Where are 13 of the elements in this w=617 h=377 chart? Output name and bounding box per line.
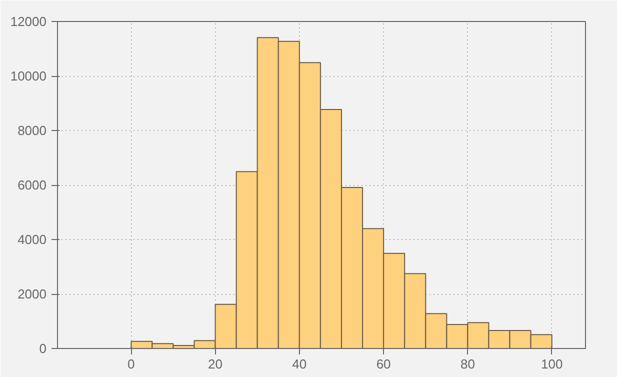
y-tick-label: 0 — [39, 341, 47, 356]
x-tick-label: 60 — [376, 356, 391, 372]
x-tick-label: 80 — [460, 356, 475, 372]
y-tick-label: 12000 — [10, 14, 47, 29]
y-tick-label: 2000 — [18, 286, 46, 302]
y-tick-label: 8000 — [18, 123, 46, 138]
x-tick-label: 0 — [128, 356, 135, 372]
y-tick-label: 6000 — [18, 178, 46, 192]
x-tick-label: 20 — [208, 356, 223, 372]
x-tick-label: 40 — [292, 356, 307, 372]
y-tick-label: 4000 — [18, 232, 46, 247]
x-tick-label: 100 — [541, 356, 563, 372]
y-tick-label: 10000 — [10, 68, 47, 84]
